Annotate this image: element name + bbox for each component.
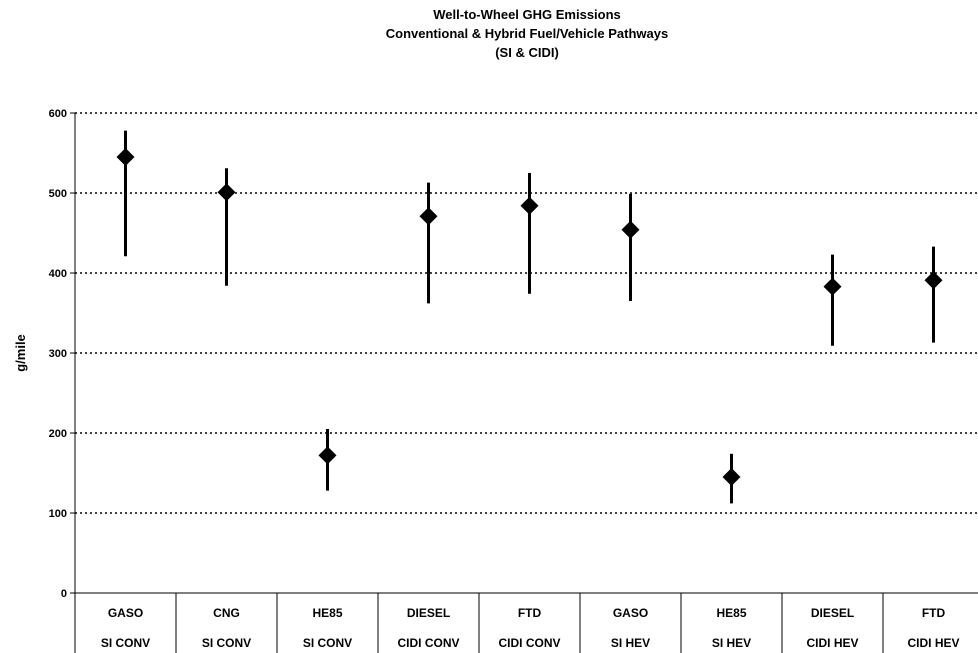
category-vehicle-label: SI CONV <box>202 636 251 650</box>
y-axis-title: g/mile <box>13 334 28 372</box>
category-fuel-label: HE85 <box>312 606 342 620</box>
data-point <box>116 148 135 166</box>
data-point <box>621 220 640 239</box>
data-point <box>924 271 943 290</box>
category-fuel-label: GASO <box>613 606 648 620</box>
chart-title-line-3: (SI & CIDI) <box>495 45 559 60</box>
data-point <box>419 207 438 226</box>
category-fuel-label: DIESEL <box>407 606 450 620</box>
data-point <box>217 183 236 202</box>
axes <box>70 112 978 653</box>
chart-title-line-1: Well-to-Wheel GHG Emissions <box>433 7 621 22</box>
category-vehicle-label: CIDI CONV <box>498 636 560 650</box>
category-vehicle-label: SI CONV <box>303 636 352 650</box>
data-point <box>520 196 539 215</box>
y-tick-label-400: 400 <box>49 268 67 280</box>
gridlines <box>75 112 978 514</box>
category-vehicle-label: CIDI HEV <box>806 636 858 650</box>
category-fuel-label: DIESEL <box>811 606 854 620</box>
category-fuel-label: GASO <box>108 606 143 620</box>
data-point <box>318 446 337 465</box>
category-vehicle-label: SI CONV <box>101 636 150 650</box>
category-labels: GASO SI CONV CNG SI CONV HE85 SI CONV DIESEL CI… <box>101 606 960 650</box>
y-tick-label-200: 200 <box>49 428 67 440</box>
y-tick-label-100: 100 <box>49 508 67 520</box>
chart-title-line-2: Conventional & Hybrid Fuel/Vehicle Pathw… <box>386 26 668 41</box>
y-tick-label-0: 0 <box>61 588 67 600</box>
data-point <box>823 277 842 296</box>
chart-title: Well-to-Wheel GHG Emissions Conventional… <box>386 7 668 60</box>
data-marks <box>116 130 943 504</box>
category-fuel-label: HE85 <box>716 606 746 620</box>
category-vehicle-label: CIDI HEV <box>907 636 959 650</box>
category-vehicle-label: SI HEV <box>611 636 650 650</box>
y-tick-label-600: 600 <box>49 108 67 120</box>
category-fuel-label: CNG <box>213 606 240 620</box>
y-tick-label-500: 500 <box>49 188 67 200</box>
data-point <box>722 468 741 486</box>
category-vehicle-label: CIDI CONV <box>397 636 459 650</box>
y-tick-labels: 0 100 200 300 400 500 600 <box>49 108 67 600</box>
y-tick-label-300: 300 <box>49 348 67 360</box>
category-fuel-label: FTD <box>922 606 946 620</box>
category-vehicle-label: SI HEV <box>712 636 751 650</box>
category-fuel-label: FTD <box>518 606 542 620</box>
